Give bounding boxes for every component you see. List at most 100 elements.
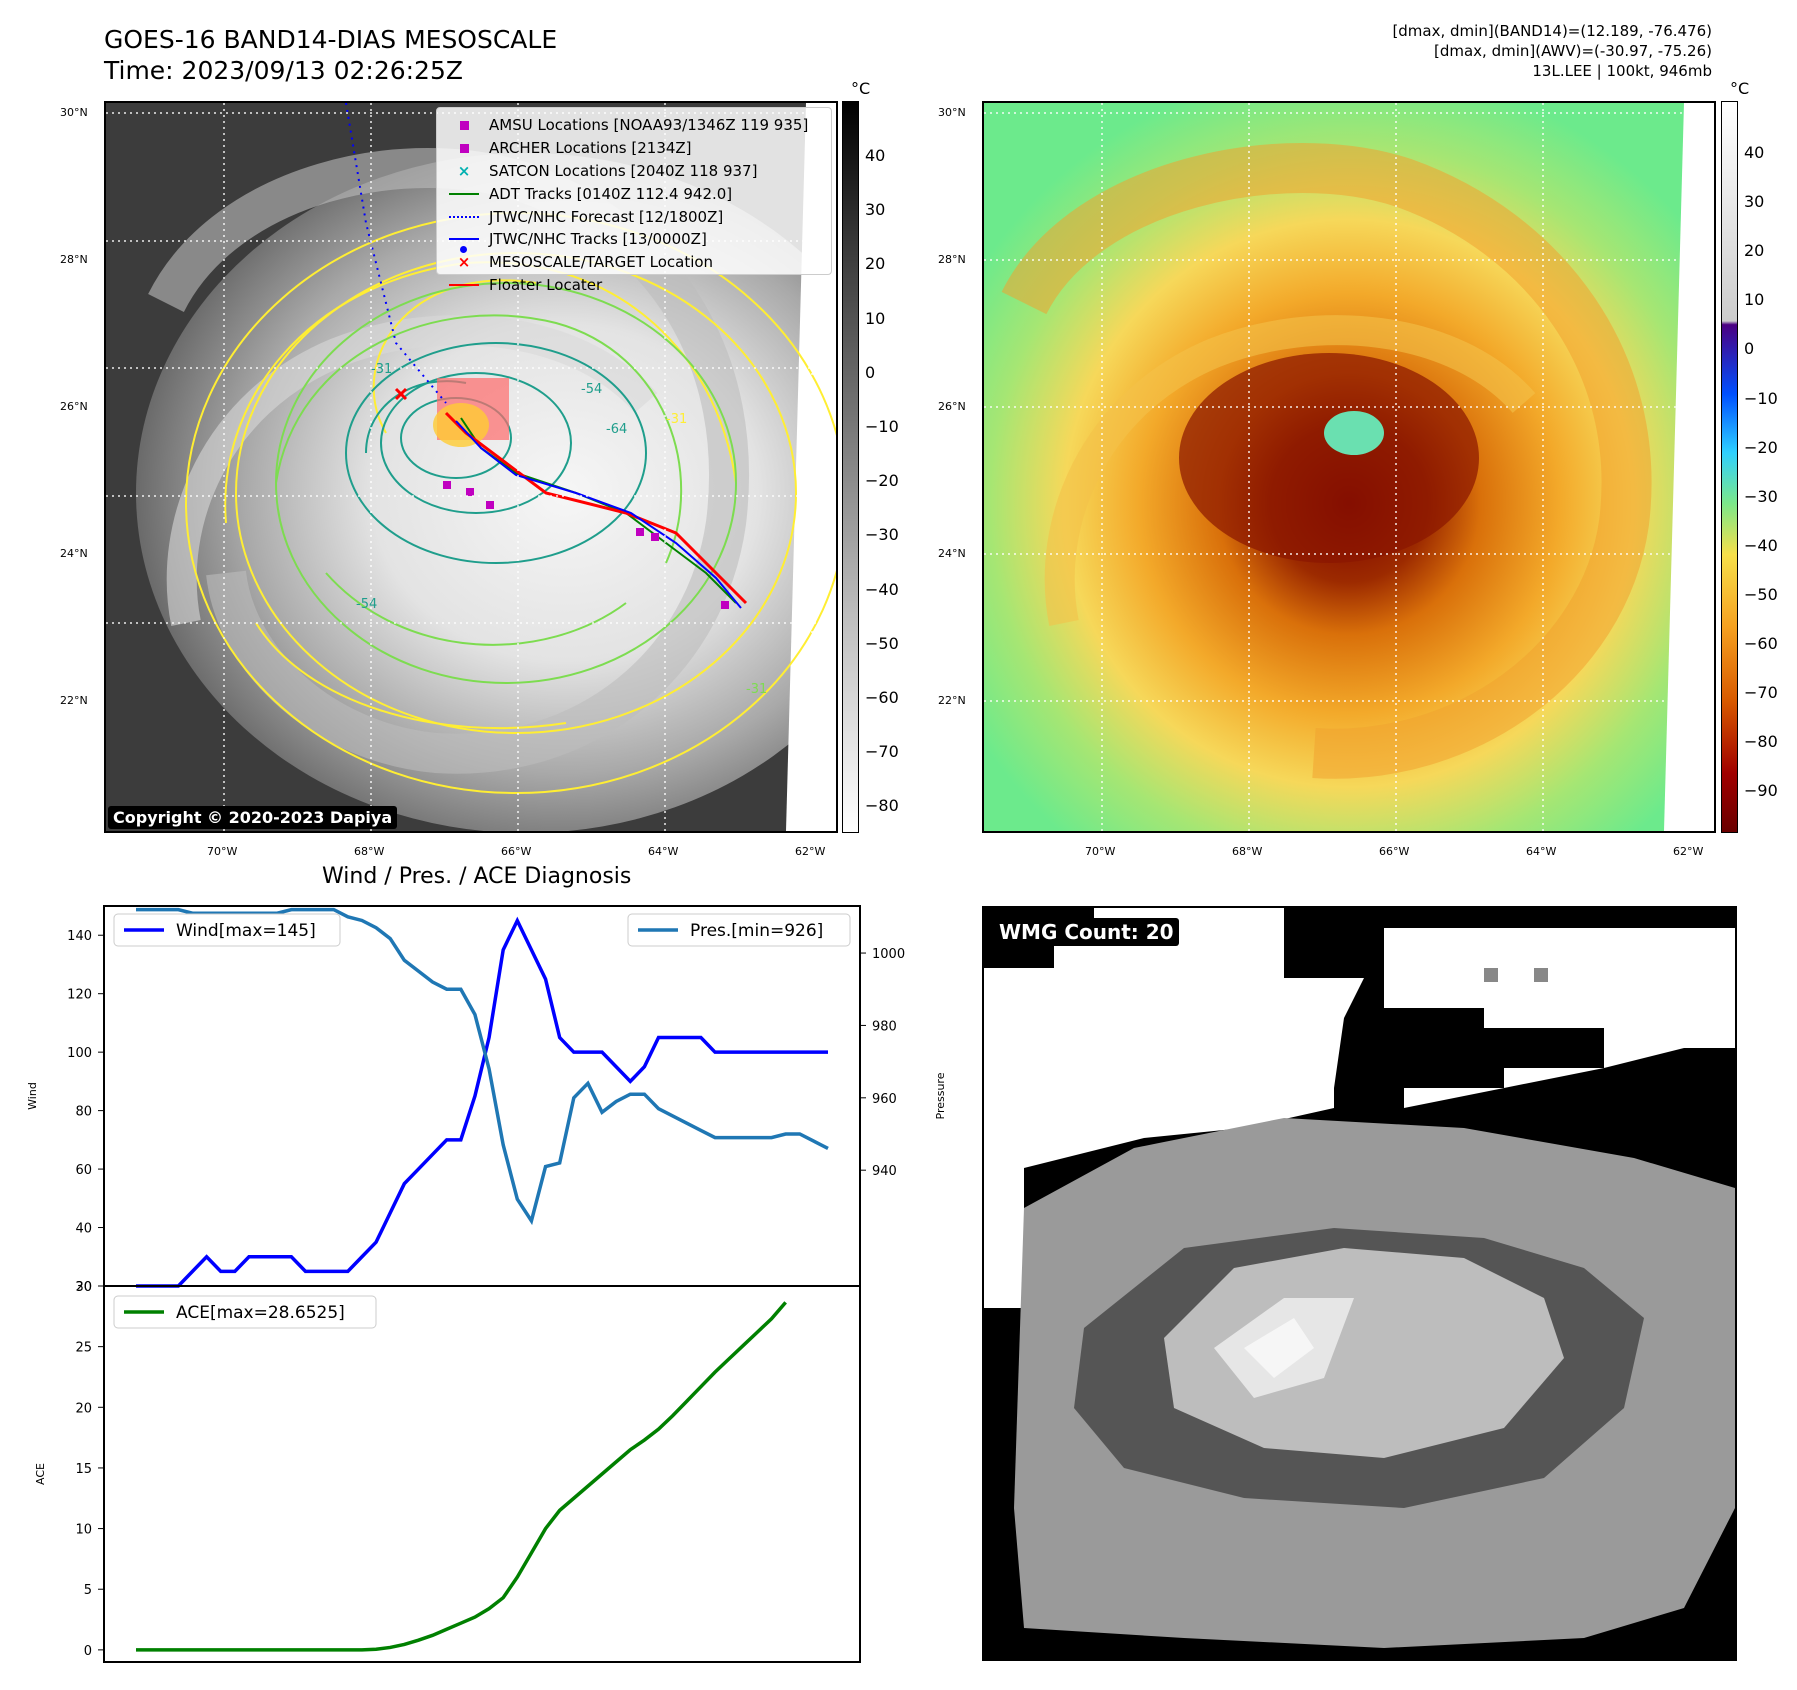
lat-label: 28°N bbox=[60, 253, 88, 266]
pressure-series-line bbox=[136, 907, 829, 1226]
lat-label: 30°N bbox=[60, 106, 88, 119]
legend-item-mesoscale: × MESOSCALE/TARGET Location bbox=[457, 253, 714, 272]
lat-label: 24°N bbox=[60, 547, 88, 560]
color-colorbar-tick: −20 bbox=[1744, 437, 1778, 457]
wmg-panel: WMG Count: 20 bbox=[982, 906, 1737, 1661]
wind-axis-label: Wind bbox=[26, 1082, 39, 1110]
legend-item-amsu: AMSU Locations [NOAA93/1346Z 119 935] bbox=[445, 114, 823, 137]
lat-label: 30°N bbox=[938, 106, 966, 119]
color-colorbar-tick: 20 bbox=[1744, 241, 1765, 261]
pressure-axis-label: Pressure bbox=[934, 1072, 947, 1119]
chart-timestamp: Time: 2023/09/13 02:26:25Z bbox=[104, 56, 463, 85]
ace-legend: ACE[max=28.6525] bbox=[113, 1295, 377, 1329]
chart-title: GOES-16 BAND14-DIAS MESOSCALE bbox=[104, 25, 558, 54]
wind-legend-box bbox=[113, 913, 341, 947]
pressure-ytick-label: 940 bbox=[872, 1164, 897, 1179]
ace-legend-label: ACE[max=28.6525] bbox=[176, 1303, 345, 1323]
wind-legend: Wind[max=145] bbox=[113, 913, 341, 947]
legend-item-adt: ADT Tracks [0140Z 112.4 942.0] bbox=[445, 182, 823, 205]
contour-label-minus54b: -54 bbox=[356, 597, 377, 612]
lon-label: 62°W bbox=[1673, 845, 1704, 858]
pressure-legend-box bbox=[627, 913, 851, 947]
wmg-image bbox=[984, 908, 1735, 1659]
color-colorbar-tick: 40 bbox=[1744, 143, 1765, 162]
color-colorbar-tick: 0 bbox=[1744, 339, 1755, 359]
ace-ytick-label: 5 bbox=[84, 1583, 92, 1598]
info-line-1: [dmax, dmin](BAND14)=(12.189, -76.476) bbox=[1392, 22, 1712, 40]
wind-ytick-label: 120 bbox=[67, 988, 92, 1003]
legend-item-forecast: JTWC/NHC Forecast [12/1800Z] bbox=[445, 205, 823, 228]
color-colorbar-tick: −80 bbox=[1744, 732, 1778, 752]
gray-colorbar-tick: 30 bbox=[865, 200, 886, 220]
contour-label-minus31b: -31 bbox=[666, 412, 687, 427]
contour-label-minus31: -31 bbox=[371, 362, 392, 377]
color-colorbar-tick: −40 bbox=[1744, 535, 1778, 555]
color-colorbar-tick: −10 bbox=[1744, 388, 1778, 408]
ace-ytick-label: 0 bbox=[84, 1644, 92, 1659]
wind-series-line bbox=[136, 916, 828, 1288]
wind-plot-frame bbox=[103, 905, 861, 1287]
ace-axis-label: ACE bbox=[34, 1463, 47, 1485]
ace-chart: 0 5 10 15 20 25 30 ACE ACE[max=28.6525] bbox=[34, 1280, 861, 1663]
lat-label: 28°N bbox=[938, 253, 966, 266]
gray-colorbar-tick: −70 bbox=[865, 742, 899, 762]
wind-ytick-label: 80 bbox=[75, 1105, 92, 1120]
color-colorbar-tick: −30 bbox=[1744, 486, 1778, 506]
color-colorbar-tick: −90 bbox=[1744, 781, 1778, 801]
gray-colorbar-tick: −60 bbox=[865, 688, 899, 707]
contour-label-minus31c: -31 bbox=[746, 682, 767, 697]
gray-colorbar-tick: −30 bbox=[865, 525, 899, 545]
map-legend: AMSU Locations [NOAA93/1346Z 119 935] AR… bbox=[436, 107, 832, 294]
ace-ytick-label: 15 bbox=[75, 1462, 92, 1477]
legend-item-tracks: JTWC/NHC Tracks [13/0000Z] bbox=[445, 228, 823, 254]
grayscale-colorbar bbox=[842, 101, 859, 833]
wind-ytick-label: 40 bbox=[75, 1222, 92, 1237]
color-satellite-panel bbox=[982, 101, 1716, 833]
gray-colorbar-tick: 0 bbox=[865, 362, 876, 382]
lon-label: 64°W bbox=[648, 845, 679, 858]
contour-label-minus64: -64 bbox=[606, 422, 627, 437]
color-colorbar-tick: −60 bbox=[1744, 634, 1778, 653]
colorbar-unit-gray: °C bbox=[851, 79, 871, 98]
gray-colorbar-tick: −80 bbox=[865, 796, 899, 816]
info-line-2: [dmax, dmin](AWV)=(-30.97, -75.26) bbox=[1433, 42, 1712, 60]
ace-ytick-label: 30 bbox=[75, 1280, 92, 1295]
gray-colorbar-tick: 10 bbox=[865, 308, 886, 328]
lat-label: 22°N bbox=[938, 694, 966, 707]
diagnosis-title: Wind / Pres. / ACE Diagnosis bbox=[322, 864, 632, 889]
color-colorbar-tick: 10 bbox=[1744, 290, 1765, 310]
pressure-legend: Pres.[min=926] bbox=[627, 913, 851, 947]
gray-colorbar-tick: −10 bbox=[865, 417, 899, 436]
ace-ytick-label: 25 bbox=[75, 1341, 92, 1356]
lon-label: 62°W bbox=[795, 845, 826, 858]
lat-label: 26°N bbox=[60, 400, 88, 413]
color-colorbar-tick: −70 bbox=[1744, 683, 1778, 703]
lon-label: 70°W bbox=[207, 845, 238, 858]
info-line-3: 13L.LEE | 100kt, 946mb bbox=[1532, 62, 1712, 80]
gray-colorbar-tick: 40 bbox=[865, 146, 886, 165]
lon-label: 70°W bbox=[1085, 845, 1116, 858]
wind-pressure-chart: 20 40 60 80 100 120 140 940 960 980 1000 Wind Pressu… bbox=[26, 905, 947, 1290]
lat-label: 24°N bbox=[938, 547, 966, 560]
lat-label: 26°N bbox=[938, 400, 966, 413]
wind-ytick-label: 100 bbox=[67, 1046, 92, 1061]
legend-item-floater: Floater Locater bbox=[445, 274, 823, 297]
wmg-count-label: WMG Count: 20 bbox=[994, 918, 1179, 946]
colorbar-unit-color: °C bbox=[1730, 79, 1750, 98]
legend-item-archer: ARCHER Locations [2134Z] bbox=[445, 137, 823, 160]
wind-ytick-label: 140 bbox=[67, 929, 92, 944]
copyright-label: Copyright © 2020-2023 Dapiya bbox=[108, 806, 398, 829]
ace-ytick-label: 20 bbox=[75, 1401, 92, 1416]
lon-label: 64°W bbox=[1526, 845, 1557, 858]
gray-colorbar-tick: −40 bbox=[865, 579, 899, 599]
contour-label-minus54: -54 bbox=[581, 382, 602, 397]
gray-colorbar-tick: 20 bbox=[865, 254, 886, 274]
ace-series-line bbox=[136, 1301, 787, 1652]
lon-label: 66°W bbox=[501, 845, 532, 858]
legend-item-satcon: × SATCON Locations [2040Z 118 937] bbox=[457, 161, 758, 180]
color-colorbar bbox=[1721, 101, 1738, 833]
pressure-ytick-label: 980 bbox=[872, 1019, 897, 1034]
lon-label: 68°W bbox=[354, 845, 385, 858]
ace-legend-box bbox=[113, 1295, 377, 1329]
gray-colorbar-tick: −50 bbox=[865, 633, 899, 653]
